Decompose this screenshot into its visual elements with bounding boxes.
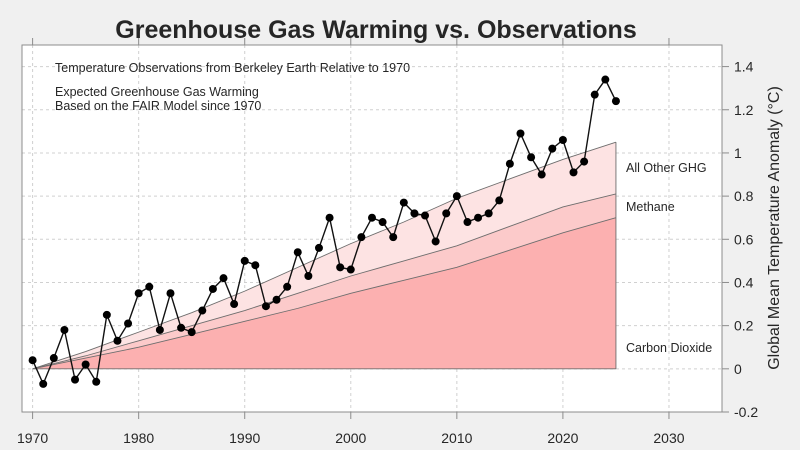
observation-point — [336, 263, 345, 272]
observation-point — [378, 218, 387, 227]
observation-point — [28, 356, 37, 365]
observation-point — [548, 144, 557, 153]
observation-point — [166, 289, 175, 298]
observation-point — [474, 213, 483, 222]
observation-point — [177, 323, 186, 332]
observation-point — [198, 306, 207, 315]
x-tick-label: 1980 — [123, 430, 154, 446]
observation-point — [368, 213, 376, 222]
annotation-expected-1: Expected Greenhouse Gas Warming — [55, 85, 259, 99]
observation-point — [187, 328, 196, 337]
label-methane: Methane — [626, 200, 675, 214]
observation-point — [452, 192, 461, 201]
x-tick-label: 1970 — [17, 430, 48, 446]
axes: 1970 1980 1990 2000 2010 2020 2030 -0.2 0 0.2 0.4 0… — [17, 38, 758, 446]
plot-frame — [21, 44, 723, 413]
stacked-areas — [32, 141, 617, 370]
y-tick-label: -0.2 — [734, 404, 758, 420]
observation-point — [325, 213, 334, 222]
observation-point — [516, 129, 525, 138]
observation-point — [558, 135, 567, 144]
observation-point — [39, 379, 48, 388]
area-methane-line — [32, 193, 617, 370]
observation-point — [71, 375, 80, 384]
observations-series — [28, 75, 620, 388]
observation-point — [611, 97, 620, 106]
x-tick-label: 2030 — [653, 430, 684, 446]
label-all-other-ghg: All Other GHG — [626, 161, 707, 175]
observation-point — [505, 159, 514, 168]
annotation-expected-2: Based on the FAIR Model since 1970 — [55, 99, 261, 113]
y-tick-label: 0.2 — [734, 318, 754, 334]
observation-point — [601, 75, 610, 84]
observation-point — [113, 336, 122, 345]
observation-point — [421, 211, 430, 220]
x-tick-label: 2000 — [335, 430, 366, 446]
observation-point — [219, 274, 228, 283]
area-carbon-dioxide-line — [32, 217, 617, 370]
observation-point — [102, 310, 111, 319]
observations-line — [31, 78, 617, 386]
observation-point — [145, 282, 154, 291]
y-axis-label: Global Mean Temperature Anomaly (°C) — [766, 86, 783, 370]
observation-point — [410, 209, 419, 218]
observation-point — [49, 354, 58, 363]
y-tick-label: 0 — [734, 361, 742, 377]
annotation-observations: Temperature Observations from Berkeley E… — [55, 61, 410, 75]
observation-point — [346, 265, 355, 274]
observation-point — [60, 325, 69, 334]
observation-point — [314, 243, 323, 252]
y-tick-label: 1.2 — [734, 102, 754, 118]
observation-point — [399, 198, 408, 207]
x-tick-label: 2010 — [441, 430, 472, 446]
y-tick-label: 1.4 — [734, 59, 754, 75]
observation-point — [304, 271, 313, 280]
observation-point — [442, 209, 451, 218]
observation-point — [134, 289, 143, 298]
y-tick-label: 1 — [734, 145, 742, 161]
chart-title: Greenhouse Gas Warming vs. Observations — [115, 16, 636, 44]
area-all-other-ghg-line — [32, 141, 617, 370]
observation-point — [537, 170, 546, 179]
observation-point — [92, 377, 101, 386]
observation-point — [527, 153, 536, 162]
y-tick-label: 0.8 — [734, 188, 754, 204]
observation-point — [251, 261, 260, 270]
y-tick-label: 0.6 — [734, 231, 754, 247]
area-carbon-dioxide — [32, 217, 616, 369]
observation-point — [124, 319, 133, 328]
observation-point — [208, 284, 217, 293]
observation-point — [590, 90, 599, 99]
observation-point — [389, 233, 398, 242]
observation-point — [272, 295, 281, 304]
observation-point — [155, 325, 164, 334]
observation-point — [484, 209, 493, 218]
observation-point — [431, 237, 440, 246]
observation-point — [495, 196, 504, 205]
observation-point — [580, 157, 589, 166]
observation-point — [283, 282, 292, 291]
label-carbon-dioxide: Carbon Dioxide — [626, 341, 712, 355]
x-tick-label: 1990 — [229, 430, 260, 446]
observation-point — [357, 233, 366, 242]
y-tick-label: 0.4 — [734, 274, 754, 290]
observation-point — [261, 302, 270, 311]
observation-point — [293, 248, 302, 257]
observation-point — [230, 300, 239, 309]
x-tick-label: 2020 — [547, 430, 578, 446]
observation-point — [240, 256, 249, 265]
observation-point — [81, 360, 90, 369]
observation-point — [569, 168, 578, 177]
observation-point — [463, 218, 472, 227]
